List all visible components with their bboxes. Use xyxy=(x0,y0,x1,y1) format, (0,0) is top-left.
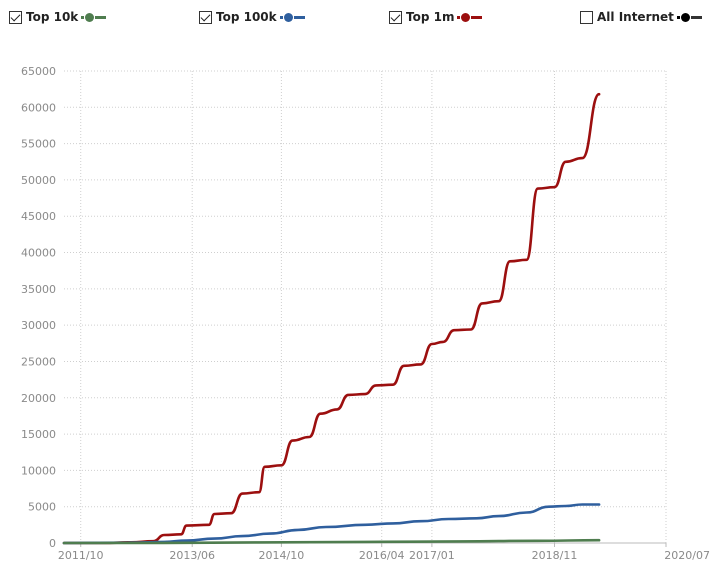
series-lines xyxy=(62,92,601,545)
series-line-top-10k xyxy=(62,538,601,545)
legend-item-top-10k[interactable]: Top 10k xyxy=(9,8,107,26)
y-tick-label: 50000 xyxy=(21,174,56,187)
legend-swatch-all-internet xyxy=(676,12,702,22)
y-tick-label: 20000 xyxy=(21,392,56,405)
y-tick-label: 10000 xyxy=(21,464,56,477)
y-tick-label: 25000 xyxy=(21,355,56,368)
x-tick-label: 2018/11 xyxy=(532,549,578,562)
x-tick-label: 2013/06 xyxy=(169,549,215,562)
x-tick-label: 2016/04 xyxy=(359,549,405,562)
legend-label-all-internet: All Internet xyxy=(597,10,674,24)
legend-checkbox-top-10k[interactable] xyxy=(9,10,22,24)
legend-item-top-100k[interactable]: Top 100k xyxy=(199,8,305,26)
y-tick-label: 0 xyxy=(49,537,56,550)
y-tick-label: 60000 xyxy=(21,101,56,114)
legend-label-top-10k: Top 10k xyxy=(26,10,79,24)
legend-checkbox-top-1m[interactable] xyxy=(389,10,402,24)
x-tick-label: 2020/07 xyxy=(664,549,710,562)
y-tick-label: 45000 xyxy=(21,210,56,223)
legend-label-top-1m: Top 1m xyxy=(406,10,455,24)
legend-checkbox-top-100k[interactable] xyxy=(199,10,212,24)
x-axis-tick-labels: 2011/10 2013/06 2014/10 2016/04 2017/01 2018/… xyxy=(58,549,710,562)
y-axis-tick-labels: 0 5000 10000 15000 20000 25000 30000 35000 40000… xyxy=(21,65,56,550)
legend-item-top-1m[interactable]: Top 1m xyxy=(389,8,483,26)
y-tick-label: 15000 xyxy=(21,428,56,441)
legend-label-top-100k: Top 100k xyxy=(216,10,277,24)
series-line-top-1m xyxy=(62,92,601,545)
chart-legend: Top 10k Top 100k Top 1m All Internet xyxy=(0,0,722,34)
x-tick-label: 2014/10 xyxy=(259,549,305,562)
y-tick-label: 40000 xyxy=(21,247,56,260)
y-tick-label: 35000 xyxy=(21,283,56,296)
y-tick-label: 30000 xyxy=(21,319,56,332)
x-tick-label: 2011/10 xyxy=(58,549,104,562)
legend-checkbox-all-internet[interactable] xyxy=(580,10,593,24)
legend-swatch-top-10k xyxy=(81,12,107,22)
grid-lines xyxy=(64,70,667,543)
series-line-top-100k xyxy=(62,503,601,545)
y-tick-label: 5000 xyxy=(28,501,56,514)
legend-item-all-internet[interactable]: All Internet xyxy=(580,8,702,26)
x-tick-label: 2017/01 xyxy=(409,549,455,562)
legend-swatch-top-1m xyxy=(457,12,483,22)
y-tick-label: 55000 xyxy=(21,138,56,151)
y-tick-label: 65000 xyxy=(21,65,56,78)
legend-swatch-top-100k xyxy=(279,12,305,22)
